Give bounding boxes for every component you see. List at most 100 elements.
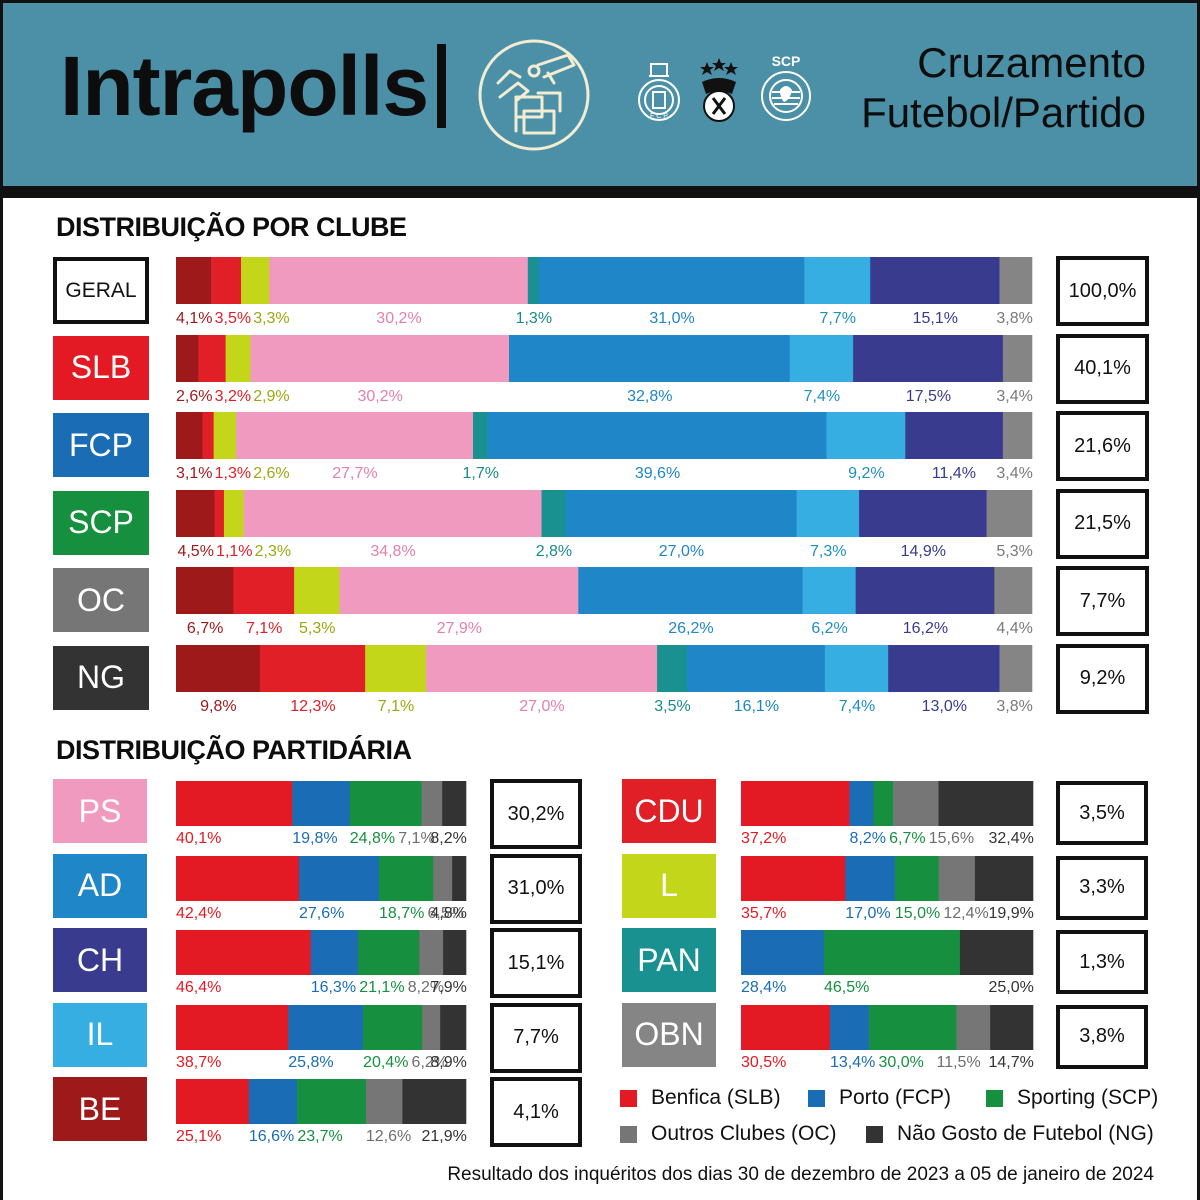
party-segment-cdu-oc xyxy=(892,781,939,826)
party-value-label-be-scp: 23,7% xyxy=(297,1128,342,1145)
party-segment-ch-oc xyxy=(419,930,444,975)
legend-label-fcp: Porto (FCP) xyxy=(839,1086,952,1109)
club-segment-oc-obn xyxy=(994,567,1033,614)
svg-text:F C P: F C P xyxy=(650,113,668,120)
party-segment-il-ng xyxy=(440,1004,467,1050)
party-label-ch: CH xyxy=(53,928,147,992)
party-bar-ad: 42,4% 27,6% 18,7% 6,5%4,8% xyxy=(176,855,467,922)
club-value-label-ng-pan: 3,5% xyxy=(654,698,690,715)
legend-swatch-scp xyxy=(986,1089,1003,1107)
club-value-label-ng-ad: 16,1% xyxy=(734,698,779,715)
club-segment-oc-ps xyxy=(339,567,579,614)
club-value-label-scp-l: 2,3% xyxy=(255,543,291,560)
club-segment-geral-pan xyxy=(527,257,540,304)
club-value-label-scp-ps: 34,8% xyxy=(370,543,415,560)
row-label-ng: NG xyxy=(53,645,149,710)
party-segment-be-fcp xyxy=(248,1079,298,1124)
party-segment-ch-fcp xyxy=(310,930,359,975)
party-total-ps: 30,2% xyxy=(490,779,582,849)
party-value-label-ch-ng: 7,9% xyxy=(430,979,466,996)
party-total-il: 7,7% xyxy=(490,1002,582,1073)
party-segment-ps-slb xyxy=(176,781,293,826)
legend-item-scp: Sporting (SCP) xyxy=(986,1086,1158,1110)
brand-name: Intrapolls xyxy=(60,39,429,133)
legend-swatch-slb xyxy=(620,1089,637,1107)
club-value-label-fcp-ch: 11,4% xyxy=(932,465,976,482)
club-value-label-geral-ch: 15,1% xyxy=(913,310,958,327)
club-segment-scp-pan xyxy=(541,489,566,537)
club-segment-slb-obn xyxy=(1002,334,1033,382)
club-value-label-fcp-ps: 27,7% xyxy=(332,465,377,482)
club-value-label-slb-obn: 3,4% xyxy=(996,388,1032,405)
club-segment-ng-obn xyxy=(999,644,1033,692)
header-banner: Intrapolls F C P xyxy=(0,0,1200,186)
party-segment-il-oc xyxy=(422,1004,441,1050)
club-segment-slb-cdu xyxy=(198,334,226,382)
party-value-label-be-fcp: 16,6% xyxy=(249,1128,294,1145)
club-segment-ng-ad xyxy=(687,644,826,692)
club-value-label-ng-obn: 3,8% xyxy=(996,698,1032,715)
header-title-line1: Cruzamento xyxy=(917,39,1146,86)
legend-label-ng: Não Gosto de Futebol (NG) xyxy=(897,1122,1154,1145)
club-value-label-oc-ps: 27,9% xyxy=(437,620,482,637)
party-segment-be-oc xyxy=(365,1079,403,1124)
party-value-label-pan-scp: 46,5% xyxy=(824,979,869,996)
party-value-label-ch-fcp: 16,3% xyxy=(311,979,356,996)
club-value-label-ng-ps: 27,0% xyxy=(519,698,564,715)
club-segment-oc-il xyxy=(802,567,856,614)
club-bar-oc: 6,7% 7,1% 5,3% 27,9% 26,2% 6,2% 16,2% 4,4% xyxy=(176,567,1033,637)
club-segment-fcp-ch xyxy=(905,412,1004,459)
club-section-title: DISTRIBUIÇÃO POR CLUBE xyxy=(56,212,407,242)
club-segment-geral-l xyxy=(241,257,270,304)
club-segment-oc-be xyxy=(176,567,234,614)
row-total-ng: 9,2% xyxy=(1056,643,1149,714)
party-bar-l: 35,7% 17,0% 15,0% 12,4% 19,9% xyxy=(741,855,1034,922)
club-segment-slb-ch xyxy=(853,334,1004,382)
club-value-label-scp-obn: 5,3% xyxy=(996,543,1032,560)
party-value-label-ps-fcp: 19,8% xyxy=(292,830,337,847)
club-bar-fcp: 3,1% 1,3% 2,6% 27,7% 1,7% 39,6% 9,2% 11,4% 3,4% xyxy=(176,412,1033,482)
legend-swatch-oc xyxy=(620,1125,637,1143)
row-label-scp: SCP xyxy=(53,490,149,555)
party-value-label-l-scp: 15,0% xyxy=(895,905,940,922)
club-segment-slb-ps xyxy=(250,334,510,382)
row-total-fcp: 21,6% xyxy=(1056,411,1149,481)
club-value-label-scp-ch: 14,9% xyxy=(901,543,946,560)
club-segment-slb-be xyxy=(176,334,199,382)
row-total-oc: 7,7% xyxy=(1056,566,1149,636)
row-label-oc: OC xyxy=(53,568,149,632)
party-label-pan: PAN xyxy=(622,928,716,992)
legend-label-slb: Benfica (SLB) xyxy=(651,1086,781,1109)
party-label-cdu: CDU xyxy=(622,779,716,843)
party-label-ps: PS xyxy=(53,779,147,843)
party-segment-be-scp xyxy=(297,1079,367,1124)
club-segment-scp-obn xyxy=(986,489,1033,537)
row-total-geral: 100,0% xyxy=(1056,256,1149,326)
party-bar-ps: 40,1% 19,8% 24,8% 7,1%8,2% xyxy=(176,781,467,847)
club-value-label-oc-cdu: 7,1% xyxy=(246,620,282,637)
sporting-crest-text: SCP xyxy=(772,53,801,69)
party-bar-ch: 46,4% 16,3% 21,1% 8,2%7,9% xyxy=(176,930,467,996)
club-value-label-ng-il: 7,4% xyxy=(839,698,875,715)
club-segment-scp-ch xyxy=(859,489,987,537)
party-value-label-il-fcp: 25,8% xyxy=(288,1054,333,1071)
header-border xyxy=(0,186,1200,198)
club-bar-ng: 9,8% 12,3% 7,1% 27,0% 3,5% 16,1% 7,4% 13,0% 3,8% xyxy=(176,644,1033,715)
party-segment-ps-scp xyxy=(349,781,422,826)
club-segment-fcp-cdu xyxy=(202,412,214,459)
club-value-label-scp-be: 4,5% xyxy=(177,543,213,560)
ballot-logo-icon xyxy=(478,39,590,151)
party-value-label-cdu-fcp: 8,2% xyxy=(850,830,886,847)
club-segment-oc-l xyxy=(294,567,340,614)
club-value-label-geral-il: 7,7% xyxy=(819,310,855,327)
club-value-label-ng-ch: 13,0% xyxy=(922,698,967,715)
club-segment-scp-cdu xyxy=(214,489,225,537)
club-value-label-slb-be: 2,6% xyxy=(176,388,212,405)
party-segment-ad-scp xyxy=(379,855,434,901)
party-value-label-ad-scp: 18,7% xyxy=(379,905,424,922)
party-value-label-obn-ng: 14,7% xyxy=(989,1054,1034,1071)
party-value-label-cdu-slb: 37,2% xyxy=(741,830,786,847)
party-segment-il-scp xyxy=(363,1004,423,1050)
party-segment-il-fcp xyxy=(288,1004,364,1050)
club-value-label-ng-be: 9,8% xyxy=(200,698,236,715)
